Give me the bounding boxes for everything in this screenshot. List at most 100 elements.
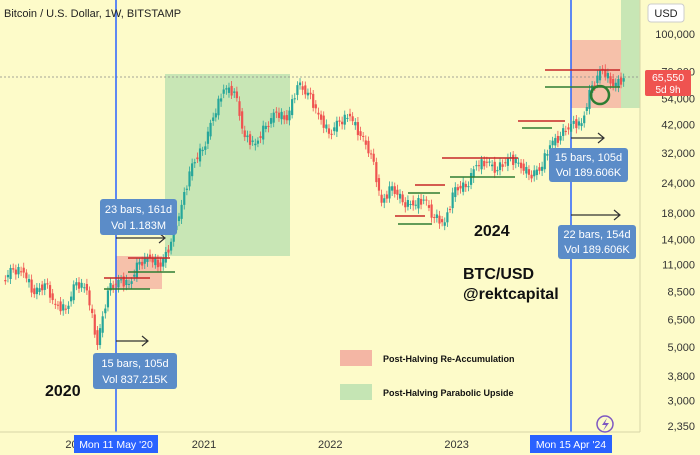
candle-body [117, 280, 120, 288]
candle-body [38, 288, 41, 292]
candle-body [109, 283, 112, 291]
candle-body [169, 241, 173, 251]
candle-body [54, 303, 57, 305]
candle-body [254, 143, 257, 146]
candle-body [56, 304, 60, 306]
current-price-value: 65,550 [652, 72, 684, 84]
year-label-2020: 2020 [45, 383, 81, 400]
candle-body [33, 288, 36, 295]
candle-body [41, 284, 44, 291]
info-box-1: 23 bars, 161d Vol 1.183M [100, 199, 177, 235]
candle-body [293, 98, 296, 100]
legend-label-reaccumulation: Post-Halving Re-Accumulation [383, 354, 515, 364]
candle-body [588, 90, 591, 110]
candle-body [406, 200, 410, 207]
candle-body [546, 153, 549, 156]
candle-body [96, 330, 99, 346]
currency-badge[interactable] [647, 3, 685, 23]
candle-body [85, 283, 88, 291]
candle-body [83, 287, 86, 289]
candle-body [554, 138, 557, 146]
candle-body [514, 158, 517, 164]
candle-body [46, 283, 49, 285]
info-box-line1: 15 bars, 105d [101, 358, 168, 370]
candle-body [543, 153, 546, 170]
candle-body [104, 308, 107, 314]
candle-body [238, 101, 241, 116]
candle-body [559, 135, 562, 141]
candle-body [204, 146, 207, 150]
arrow-icon [571, 132, 605, 144]
candle-body [404, 202, 407, 208]
marker-label-bg-2020 [74, 435, 158, 453]
candle-body [485, 161, 488, 163]
candle-body [425, 199, 428, 201]
candle-body [146, 257, 149, 262]
info-box-line2: Vol 189.606K [564, 244, 630, 256]
time-tick-label: 2021 [192, 439, 216, 451]
candle-body [569, 123, 573, 132]
candle-body [230, 85, 233, 96]
candle-body [241, 111, 244, 129]
info-box-3: 15 bars, 105d Vol 189.606K [549, 148, 628, 182]
candles-group [4, 64, 625, 351]
candle-body [477, 165, 481, 167]
currency-label: USD [654, 8, 677, 20]
candle-body [343, 114, 346, 125]
price-tick-label: 11,000 [662, 260, 695, 272]
candle-body [91, 308, 94, 314]
candle-body [351, 116, 354, 122]
candle-body [459, 185, 462, 189]
candle-body [622, 78, 625, 82]
info-box-bg [100, 199, 177, 235]
candle-body [264, 125, 267, 129]
candle-body [167, 249, 170, 253]
info-box-line1: 22 bars, 154d [563, 229, 630, 241]
candle-body [577, 121, 581, 126]
candle-body [275, 111, 278, 113]
candle-body [435, 214, 438, 218]
candle-body [27, 279, 31, 283]
candle-body [285, 115, 288, 121]
candle-body [225, 88, 228, 90]
candle-body [317, 112, 320, 115]
candle-body [4, 280, 7, 282]
candle-body [201, 149, 204, 152]
candle-body [20, 271, 23, 273]
candle-body [533, 170, 536, 177]
candle-body [48, 285, 52, 298]
candle-body [288, 110, 291, 121]
candle-body [496, 170, 499, 172]
candle-body [585, 107, 588, 111]
candle-body [551, 140, 554, 146]
candle-body [12, 268, 15, 270]
candle-body [127, 283, 131, 285]
candle-body [217, 98, 220, 116]
candle-body [322, 115, 325, 128]
legend-swatch-reaccumulation [340, 350, 372, 366]
candle-body [385, 194, 388, 199]
candle-body [148, 254, 152, 259]
candle-body [501, 164, 504, 167]
info-box-line1: 23 bars, 161d [105, 204, 172, 216]
candle-body [522, 163, 525, 171]
candle-body [472, 169, 475, 178]
candle-body [135, 262, 138, 278]
candle-body [9, 267, 12, 279]
candle-body [567, 127, 570, 130]
candle-body [101, 316, 104, 333]
candle-body [512, 154, 515, 165]
candle-body [614, 82, 617, 87]
candle-body [356, 122, 360, 136]
candle-body [98, 328, 102, 346]
price-tick-label: 18,000 [661, 208, 695, 220]
candle-body [227, 87, 231, 93]
candle-body [251, 140, 254, 142]
candle-body [412, 200, 415, 206]
candle-body [530, 174, 533, 179]
candle-body [359, 131, 362, 136]
candle-body [122, 276, 125, 287]
info-box-line1: 15 bars, 105d [555, 152, 622, 164]
handle-label: @rektcapital [463, 286, 559, 303]
price-tick-label: 24,000 [661, 178, 695, 190]
